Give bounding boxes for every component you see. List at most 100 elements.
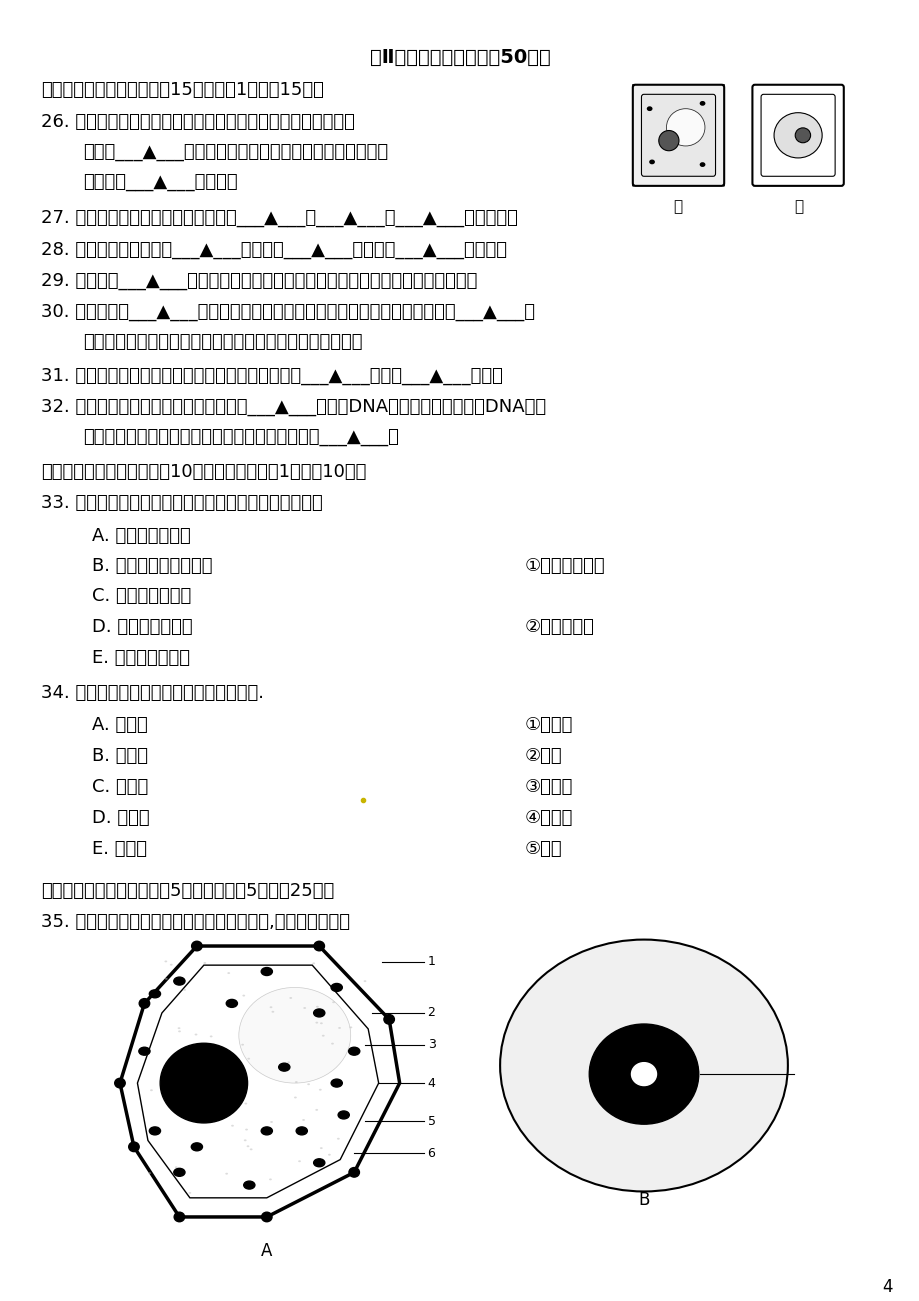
Ellipse shape <box>336 1138 339 1140</box>
Ellipse shape <box>191 941 202 951</box>
Ellipse shape <box>261 1213 272 1222</box>
Text: 27. 植物需要量最大的三类无机盐是含___▲___、___▲___、___▲___的无机盐。: 27. 植物需要量最大的三类无机盐是含___▲___、___▲___、___▲_… <box>41 209 517 228</box>
Text: 31. 从动物行为获得过程来看，动物的行为可以分为___▲___行为和___▲___行为。: 31. 从动物行为获得过程来看，动物的行为可以分为___▲___行为和___▲_… <box>41 367 503 385</box>
Ellipse shape <box>658 130 678 151</box>
Ellipse shape <box>383 1015 394 1024</box>
Text: D. 蓝　鲸: D. 蓝 鲸 <box>92 809 150 827</box>
Ellipse shape <box>303 1007 306 1010</box>
Ellipse shape <box>699 163 705 167</box>
Text: 32. 生物体中作为遗传信息的载体主要是___▲___，它由DNA和蛋白质组成，其中DNA可以: 32. 生物体中作为遗传信息的载体主要是___▲___，它由DNA和蛋白质组成，… <box>41 398 546 416</box>
Ellipse shape <box>649 160 654 164</box>
Text: 35. 下图分别为细胞结构和显微镜结构示意图,请据图回答问题: 35. 下图分别为细胞结构和显微镜结构示意图,请据图回答问题 <box>41 913 350 932</box>
Ellipse shape <box>630 1063 656 1085</box>
Ellipse shape <box>307 1084 310 1085</box>
Ellipse shape <box>269 1006 272 1008</box>
Ellipse shape <box>313 1159 324 1167</box>
Ellipse shape <box>249 1149 253 1150</box>
Ellipse shape <box>244 1103 247 1105</box>
Ellipse shape <box>247 1058 250 1059</box>
FancyBboxPatch shape <box>752 85 843 186</box>
Ellipse shape <box>212 1055 215 1058</box>
Text: B. 吞噬细胞的吞噬作用: B. 吞噬细胞的吞噬作用 <box>92 557 212 575</box>
Ellipse shape <box>203 961 206 964</box>
Ellipse shape <box>178 1030 181 1032</box>
Ellipse shape <box>150 1089 153 1092</box>
Ellipse shape <box>268 1179 272 1180</box>
Ellipse shape <box>773 113 822 157</box>
Text: 34. 将下列动物与它们所属类群用线连起来.: 34. 将下列动物与它们所属类群用线连起来. <box>41 684 264 703</box>
Ellipse shape <box>338 1111 349 1119</box>
Text: A: A <box>261 1242 272 1261</box>
Ellipse shape <box>225 1172 228 1175</box>
Ellipse shape <box>287 1062 289 1063</box>
Ellipse shape <box>331 1079 342 1088</box>
Ellipse shape <box>244 1181 255 1189</box>
Ellipse shape <box>115 1079 125 1088</box>
Ellipse shape <box>191 1142 202 1151</box>
Ellipse shape <box>211 1043 214 1045</box>
Text: A. 中华鲟: A. 中华鲟 <box>92 716 148 734</box>
Ellipse shape <box>315 1006 319 1008</box>
Ellipse shape <box>174 1213 185 1222</box>
Text: 甲: 甲 <box>673 199 682 215</box>
Text: E. 眼睛蛇: E. 眼睛蛇 <box>92 840 147 859</box>
Ellipse shape <box>217 1105 220 1107</box>
Ellipse shape <box>149 1127 160 1134</box>
Ellipse shape <box>173 1080 176 1082</box>
Text: 6: 6 <box>427 1146 435 1159</box>
Ellipse shape <box>149 990 160 998</box>
Ellipse shape <box>296 1127 307 1134</box>
Ellipse shape <box>313 1010 324 1017</box>
Text: 成许多形态、结构和功能不同的组织，增加了细胞的种类。: 成许多形态、结构和功能不同的组织，增加了细胞的种类。 <box>83 333 362 351</box>
Text: 28. 生物的多样性包括：___▲___多样性、___▲___多样性和___▲___多样性。: 28. 生物的多样性包括：___▲___多样性、___▲___多样性和___▲_… <box>41 241 507 259</box>
Ellipse shape <box>148 1172 151 1174</box>
Text: 四、综合分析题：本题包括5小题，每小题5分，共25分。: 四、综合分析题：本题包括5小题，每小题5分，共25分。 <box>41 882 335 900</box>
Ellipse shape <box>188 1192 191 1194</box>
Ellipse shape <box>320 1023 323 1024</box>
FancyBboxPatch shape <box>632 85 723 186</box>
Text: 乙: 乙 <box>793 199 802 215</box>
Ellipse shape <box>174 977 185 985</box>
Text: ①哺乳类: ①哺乳类 <box>524 716 573 734</box>
Text: ⑤鱼类: ⑤鱼类 <box>524 840 562 859</box>
Ellipse shape <box>160 1043 247 1123</box>
Ellipse shape <box>348 1047 359 1055</box>
Ellipse shape <box>191 1095 195 1098</box>
Ellipse shape <box>294 1097 297 1098</box>
Text: 2: 2 <box>427 1007 435 1020</box>
Text: 其状态如___▲___图所示。: 其状态如___▲___图所示。 <box>83 173 237 191</box>
Text: ③两栖类: ③两栖类 <box>524 778 573 796</box>
Ellipse shape <box>261 1127 272 1134</box>
FancyBboxPatch shape <box>641 95 715 176</box>
Ellipse shape <box>165 978 167 980</box>
Ellipse shape <box>174 1168 185 1176</box>
Ellipse shape <box>699 101 705 105</box>
Ellipse shape <box>331 984 342 991</box>
Text: B: B <box>638 1190 649 1209</box>
Ellipse shape <box>226 999 237 1007</box>
Ellipse shape <box>261 968 272 976</box>
Ellipse shape <box>172 1086 175 1088</box>
Ellipse shape <box>338 1026 341 1029</box>
Ellipse shape <box>331 1042 334 1045</box>
Ellipse shape <box>363 980 366 982</box>
Ellipse shape <box>646 107 652 111</box>
Text: ④爬行类: ④爬行类 <box>524 809 573 827</box>
Text: 分成许多具有特定遗传信息的片断，这些片断叫做___▲___。: 分成许多具有特定遗传信息的片断，这些片断叫做___▲___。 <box>83 428 398 446</box>
Text: ①非特异性免疫: ①非特异性免疫 <box>524 557 605 575</box>
Ellipse shape <box>295 1081 298 1082</box>
Text: ②特异性免疫: ②特异性免疫 <box>524 618 594 636</box>
Ellipse shape <box>278 1063 289 1071</box>
Ellipse shape <box>794 127 810 143</box>
Text: A. 体液的杀菌作用: A. 体液的杀菌作用 <box>92 527 190 545</box>
Ellipse shape <box>165 960 167 963</box>
Ellipse shape <box>332 1002 335 1003</box>
Text: 4: 4 <box>881 1278 892 1296</box>
Text: C. 皮肤的屏障作用: C. 皮肤的屏障作用 <box>92 587 191 605</box>
Ellipse shape <box>170 964 173 965</box>
Text: 33. 请用线将下列生理作用与相应的免疫类型连接起来。: 33. 请用线将下列生理作用与相应的免疫类型连接起来。 <box>41 494 323 513</box>
Text: D. 黏膜的杀菌作用: D. 黏膜的杀菌作用 <box>92 618 192 636</box>
Ellipse shape <box>139 999 150 1008</box>
Ellipse shape <box>315 1021 318 1024</box>
Ellipse shape <box>129 1142 139 1151</box>
